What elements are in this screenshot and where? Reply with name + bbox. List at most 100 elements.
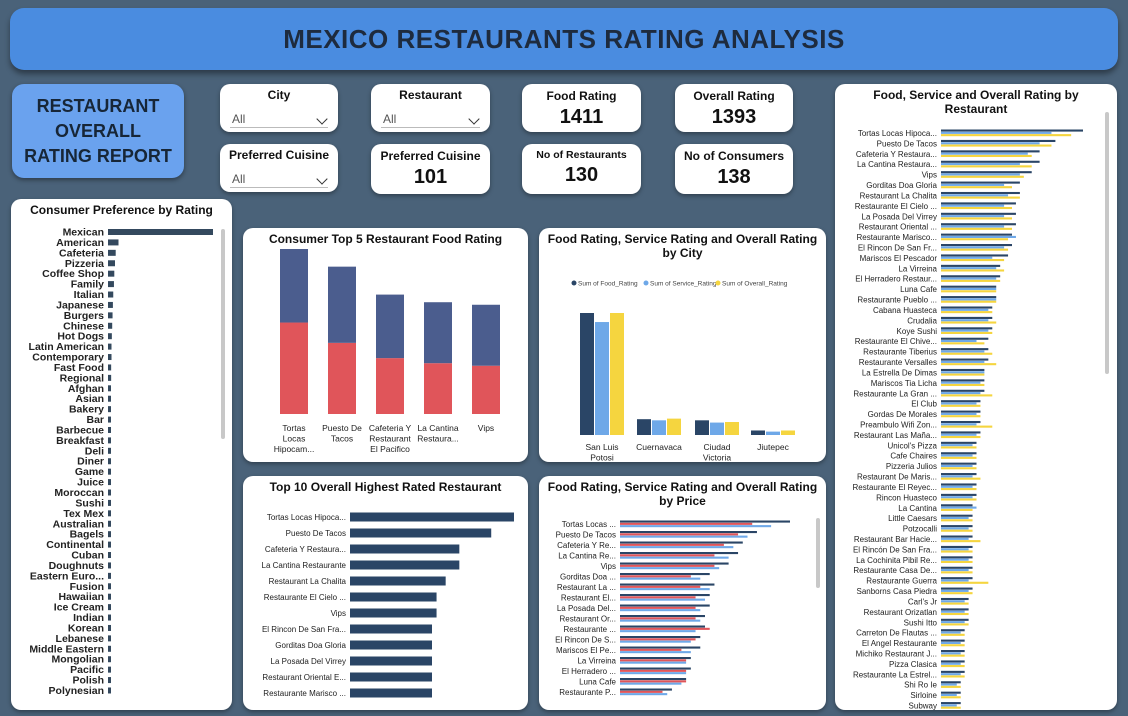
bar [941, 560, 973, 564]
category-label: Restaurante El Chive... [855, 337, 937, 346]
category-label: Continental [46, 539, 104, 551]
category-label: Cafeteria Y Restaurant El Pacifico [369, 423, 412, 454]
bar [620, 541, 743, 544]
scrollbar[interactable] [1105, 112, 1109, 374]
bar [941, 675, 965, 678]
bar [620, 636, 701, 639]
bar [941, 569, 969, 572]
scrollbar[interactable] [816, 518, 820, 588]
rating-by-city-chart: Sum of Food_Rating Sum of Service_Rating S… [571, 280, 795, 462]
category-label: Indian [73, 612, 104, 624]
bar [941, 410, 981, 413]
rating-by-price-card: Food Rating, Service Rating and Overall … [539, 476, 826, 710]
bar [941, 368, 985, 372]
category-label: Restaurante P... [559, 688, 616, 697]
bar [108, 249, 116, 256]
bar [941, 142, 1040, 145]
category-label: La Cantina Restaura... [857, 160, 937, 169]
bar [941, 139, 1056, 143]
scrollbar[interactable] [221, 229, 225, 439]
bar [781, 430, 795, 435]
restaurant-slicer-value[interactable]: All [383, 112, 397, 126]
bar [941, 259, 1005, 262]
bar [941, 412, 977, 415]
bar [941, 363, 997, 366]
category-label: Restaurante La Estrel... [853, 670, 937, 679]
bar [941, 456, 977, 459]
bar [941, 589, 969, 592]
chevron-down-icon[interactable] [468, 113, 480, 125]
preferred-cuisine-slicer[interactable]: Preferred Cuisine All [220, 144, 338, 192]
bar [941, 285, 997, 288]
category-label: Tortas Locas Hipoca... [858, 129, 937, 138]
bar [941, 587, 973, 590]
bar [941, 467, 977, 470]
bar [620, 525, 772, 528]
bar [941, 392, 981, 395]
bar [108, 552, 111, 559]
category-label: La Virreina [898, 264, 937, 273]
bar [941, 352, 993, 355]
restaurant-slicer[interactable]: Restaurant All [371, 84, 490, 132]
bar [941, 238, 1009, 241]
bar [941, 464, 973, 468]
bar [941, 693, 957, 697]
bar [941, 152, 1028, 155]
bar [108, 291, 114, 298]
bar [108, 416, 111, 423]
bar [108, 374, 112, 381]
bar [941, 267, 997, 270]
bar-segment [376, 294, 404, 359]
bar [941, 373, 985, 376]
bar [941, 673, 961, 676]
city-slicer-value[interactable]: All [232, 112, 246, 126]
category-label: Restaurante La Gran ... [853, 389, 937, 398]
category-label: Doughnuts [49, 560, 105, 572]
category-label: Cafeteria [59, 247, 104, 259]
bar [941, 254, 1009, 257]
bar [667, 418, 681, 435]
category-label: Contemporary [32, 352, 104, 364]
chart-title: Top 10 Overall Highest Rated Restaurant [269, 480, 502, 494]
bar [941, 371, 985, 374]
bar [941, 704, 957, 707]
bar-segment [280, 228, 308, 323]
kpi-label: Preferred Cuisine [380, 149, 481, 163]
bar [941, 441, 977, 444]
category-label: Italian [74, 289, 104, 301]
restaurant-slicer-label: Restaurant [399, 88, 462, 102]
category-label: Hawaiian [58, 591, 104, 603]
bar [108, 531, 111, 538]
category-label: Little Caesars [888, 514, 937, 523]
bar [941, 204, 1005, 207]
bar [108, 281, 114, 288]
preferred-cuisine-slicer-value[interactable]: All [232, 172, 246, 186]
category-label: Korean [68, 622, 104, 634]
category-label: Restaurant El... [561, 594, 616, 603]
category-label: Bakery [69, 404, 104, 416]
category-label: Tex Mex [63, 508, 104, 520]
bar [941, 608, 969, 611]
legend-marker [643, 280, 649, 286]
city-slicer[interactable]: City All [220, 84, 338, 132]
bar [108, 260, 115, 267]
bar [941, 150, 1040, 153]
chevron-down-icon[interactable] [316, 113, 328, 125]
category-label: La Cantina Restaura... [417, 423, 459, 444]
bar [941, 631, 961, 634]
bar [108, 604, 111, 611]
category-label: La Virreina [577, 657, 616, 666]
bar [941, 592, 973, 595]
category-label: Breakfast [56, 435, 104, 447]
bar [610, 313, 624, 435]
chevron-down-icon[interactable] [316, 173, 328, 185]
bar [941, 269, 1005, 272]
bar [941, 233, 1012, 236]
category-label: Moroccan [54, 487, 104, 499]
category-label: Cafeteria Y Restaura... [856, 150, 937, 159]
bar [941, 381, 981, 384]
category-label: Michiko Restaurant J... [856, 650, 937, 659]
bar [941, 462, 977, 465]
category-label: Puesto De Tacos [877, 139, 937, 148]
bar [620, 648, 682, 651]
